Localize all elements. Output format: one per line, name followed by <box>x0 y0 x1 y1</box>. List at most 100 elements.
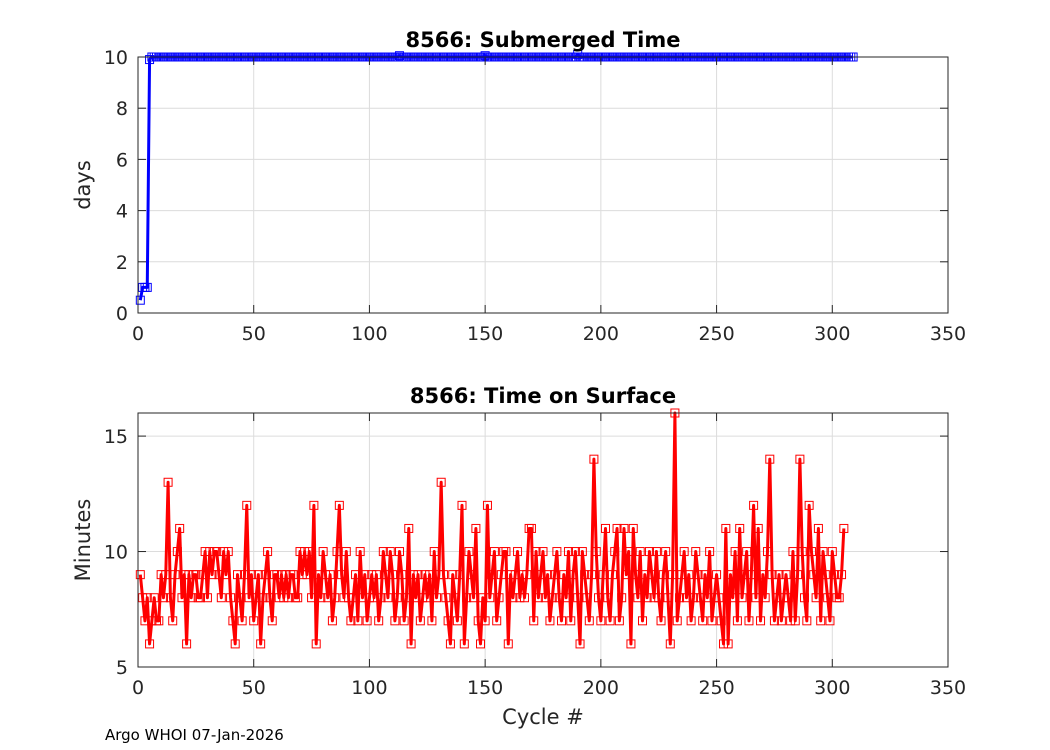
data-point-surface <box>570 547 580 557</box>
data-point-surface <box>594 593 604 603</box>
data-point-surface <box>337 570 347 580</box>
data-point-surface <box>466 570 476 580</box>
data-point-surface <box>395 547 405 557</box>
data-point-surface <box>519 593 529 603</box>
data-point-surface <box>443 616 453 626</box>
data-point-surface <box>714 593 724 603</box>
data-point-surface <box>656 616 666 626</box>
data-point-surface <box>612 523 622 533</box>
data-point-surface <box>228 616 238 626</box>
x-tick-label: 250 <box>698 323 734 345</box>
data-point-surface <box>508 593 518 603</box>
data-point-surface <box>297 570 307 580</box>
data-point-surface <box>707 616 717 626</box>
data-point-surface <box>135 570 145 580</box>
data-point-surface <box>806 547 816 557</box>
x-tick-label: 200 <box>583 677 619 699</box>
data-point-surface <box>719 639 729 649</box>
data-point-surface <box>147 616 157 626</box>
data-point-surface <box>378 547 388 557</box>
x-tick-label: 300 <box>814 323 850 345</box>
data-point-surface <box>406 639 416 649</box>
data-point-surface <box>420 570 430 580</box>
data-point-surface <box>355 547 365 557</box>
data-point-surface <box>649 593 659 603</box>
x-tick-label: 100 <box>351 677 387 699</box>
y-tick-label: 15 <box>104 426 128 448</box>
data-point-surface <box>459 639 469 649</box>
plot-area-submerged <box>138 57 948 313</box>
data-point-surface <box>186 593 196 603</box>
data-point-surface <box>584 616 594 626</box>
data-point-surface <box>577 547 587 557</box>
data-point-surface <box>825 616 835 626</box>
data-point-surface <box>330 593 340 603</box>
data-point-surface <box>489 547 499 557</box>
y-tick-label: 5 <box>116 657 128 679</box>
data-point-surface <box>619 523 629 533</box>
y-tick-label: 4 <box>116 201 128 223</box>
data-point-surface <box>450 593 460 603</box>
data-point-surface <box>323 593 333 603</box>
data-point-surface <box>834 593 844 603</box>
x-tick-label: 350 <box>930 677 966 699</box>
data-point-surface <box>811 593 821 603</box>
data-point-surface <box>839 523 849 533</box>
data-point-surface <box>709 593 719 603</box>
data-point-surface <box>318 547 328 557</box>
data-point-surface <box>600 523 610 533</box>
data-point-surface <box>587 570 597 580</box>
x-tick-label: 300 <box>814 677 850 699</box>
series-time-on-surface <box>135 408 849 649</box>
data-point-surface <box>360 570 370 580</box>
data-point-surface <box>392 593 402 603</box>
chart-title-submerged: 8566: Submerged Time <box>405 28 680 52</box>
data-point-surface <box>573 593 583 603</box>
data-point-surface <box>471 523 481 533</box>
y-axis-label-surface: Minutes <box>71 499 95 582</box>
ticks-submerged: 0 50 100 150 200 250 300 350 0 2 4 6 8 10 <box>104 47 966 345</box>
data-point-surface <box>353 616 363 626</box>
data-point-surface <box>533 593 543 603</box>
data-point-surface <box>540 593 550 603</box>
data-point-surface <box>580 570 590 580</box>
data-point-surface <box>559 570 569 580</box>
data-point-surface <box>288 570 298 580</box>
data-point-surface <box>596 616 606 626</box>
data-point-surface <box>258 593 268 603</box>
data-point-surface <box>212 547 222 557</box>
data-point-surface <box>827 547 837 557</box>
data-point-surface <box>374 616 384 626</box>
data-point-surface <box>651 547 661 557</box>
data-point-surface <box>672 616 682 626</box>
submerged-time-chart: 0 50 100 150 200 250 300 350 0 2 4 6 8 10 8566: Subme… <box>71 28 966 345</box>
data-point-surface <box>344 593 354 603</box>
data-point-surface <box>348 593 358 603</box>
data-point-surface <box>698 616 708 626</box>
data-point-surface <box>786 616 796 626</box>
data-point-surface <box>589 454 599 464</box>
data-point-surface <box>756 616 766 626</box>
data-point-surface <box>295 547 305 557</box>
data-point-surface <box>566 616 576 626</box>
data-point-surface <box>517 570 527 580</box>
data-point-surface <box>716 616 726 626</box>
data-point-surface <box>837 570 847 580</box>
data-point-surface <box>455 570 465 580</box>
data-point-surface <box>165 593 175 603</box>
y-tick-label: 2 <box>116 252 128 274</box>
data-point-surface <box>804 500 814 510</box>
data-point-surface <box>816 616 826 626</box>
axes-box-submerged <box>137 56 949 314</box>
data-point-surface <box>399 616 409 626</box>
data-point-surface <box>631 570 641 580</box>
data-point-surface <box>445 639 455 649</box>
surface-time-chart: 0 50 100 150 200 250 300 350 5 10 15 8566: Time on… <box>71 384 966 729</box>
data-point-surface <box>307 593 317 603</box>
data-point-surface <box>182 639 192 649</box>
y-tick-label: 8 <box>116 98 128 120</box>
data-point-surface <box>485 593 495 603</box>
data-point-surface <box>429 547 439 557</box>
data-point-surface <box>385 547 395 557</box>
